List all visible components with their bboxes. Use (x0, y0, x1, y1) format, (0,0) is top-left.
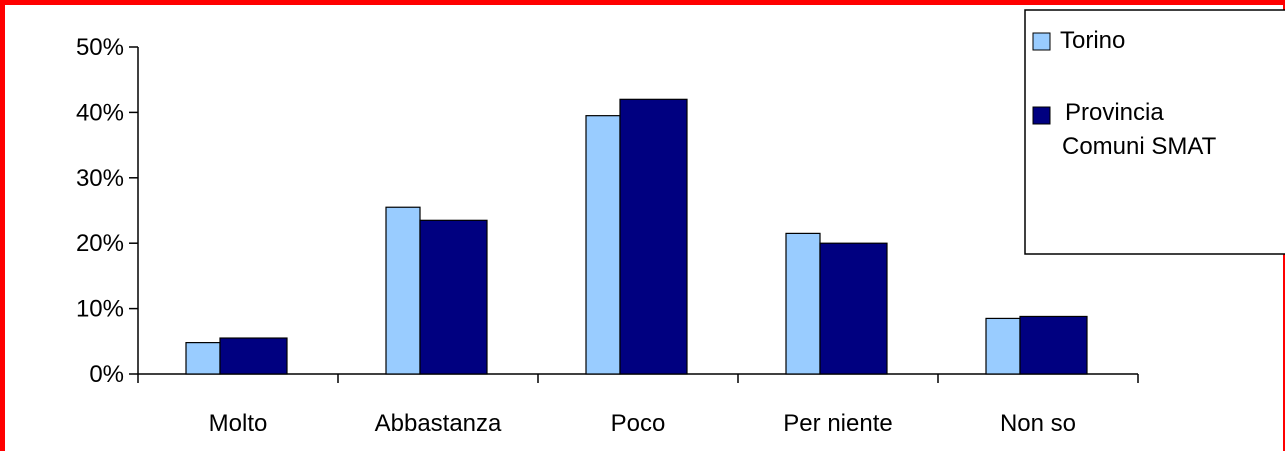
y-tick-label: 10% (76, 296, 124, 323)
bar-provincia-abbastanza (419, 219, 488, 375)
legend: Torino Provincia Comuni SMAT (1024, 9, 1285, 255)
bar-provincia-non-so (1019, 315, 1088, 375)
bar-provincia-per-niente (819, 242, 888, 375)
bar-torino-molto (185, 342, 221, 375)
y-tick-label: 50% (76, 34, 124, 61)
y-tick-label: 0% (89, 361, 124, 388)
bar-torino-poco (585, 115, 621, 375)
bar-provincia-poco (619, 98, 688, 375)
y-tick-label: 20% (76, 230, 124, 257)
legend-label-provincia: Provincia (1065, 99, 1164, 126)
y-tick-labels: 0% 10% 20% 30% 40% 50% (76, 34, 124, 388)
y-tick-label: 30% (76, 165, 124, 192)
legend-swatch-torino (1032, 32, 1051, 51)
x-category-label: Molto (209, 410, 268, 437)
x-category-labels: Molto Abbastanza Poco Per niente Non so (209, 410, 1076, 437)
bars-group (185, 98, 1088, 375)
legend-label-comuni-smat: Comuni SMAT (1062, 133, 1217, 160)
legend-swatch-provincia (1032, 106, 1051, 125)
x-category-label: Non so (1000, 410, 1076, 437)
x-category-label: Per niente (783, 410, 892, 437)
legend-box (1024, 9, 1285, 255)
y-tick-label: 40% (76, 99, 124, 126)
bar-torino-non-so (985, 317, 1021, 375)
legend-label-torino: Torino (1060, 27, 1125, 54)
x-category-label: Abbastanza (375, 410, 502, 437)
bar-provincia-molto (219, 337, 288, 375)
x-category-label: Poco (611, 410, 666, 437)
bar-torino-per-niente (785, 232, 821, 375)
bar-torino-abbastanza (385, 206, 421, 375)
